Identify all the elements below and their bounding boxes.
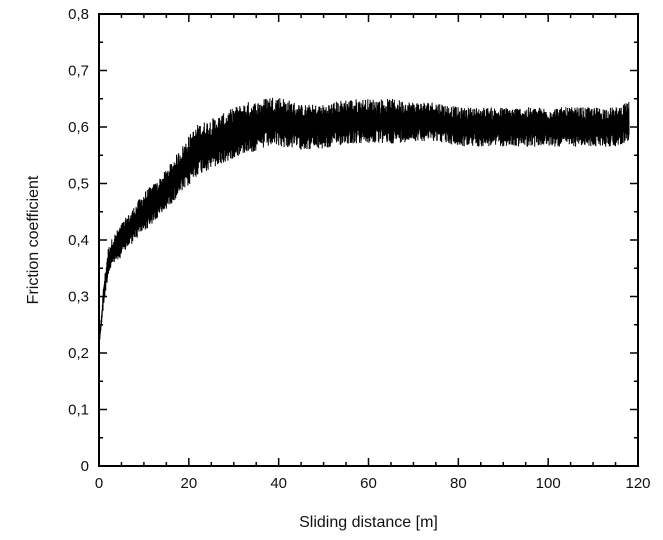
- y-axis-ticks: [99, 13, 638, 467]
- y-tick-label: 0,3: [68, 289, 89, 306]
- x-tick-labels: 0 20 40 60 80 100 120: [95, 475, 651, 492]
- series-line-0: [98, 97, 630, 348]
- y-tick-label: 0: [81, 458, 89, 475]
- plot-area: [98, 13, 639, 467]
- x-tick-label: 80: [450, 475, 467, 492]
- y-tick-label: 0,1: [68, 402, 89, 419]
- plot-frame: [98, 13, 639, 467]
- y-tick-labels: 0 0,1 0,2 0,3 0,4 0,5 0,6 0,7 0,8: [68, 6, 89, 475]
- y-tick-label: 0,5: [68, 176, 89, 193]
- series-layer: [98, 97, 630, 348]
- y-tick-label: 0,6: [68, 119, 89, 136]
- x-axis-title: Sliding distance [m]: [299, 514, 438, 531]
- y-tick-label: 0,4: [68, 232, 89, 249]
- x-tick-label: 100: [536, 475, 561, 492]
- x-axis-ticks: [98, 14, 639, 466]
- x-tick-label: 0: [95, 475, 103, 492]
- y-tick-label: 0,2: [68, 345, 89, 362]
- y-tick-label: 0,7: [68, 63, 89, 80]
- x-tick-label: 20: [180, 475, 197, 492]
- x-tick-label: 40: [270, 475, 287, 492]
- y-axis-title: Friction coefficient: [25, 175, 42, 304]
- x-tick-label: 120: [625, 475, 650, 492]
- y-tick-label: 0,8: [68, 6, 89, 23]
- x-tick-label: 60: [360, 475, 377, 492]
